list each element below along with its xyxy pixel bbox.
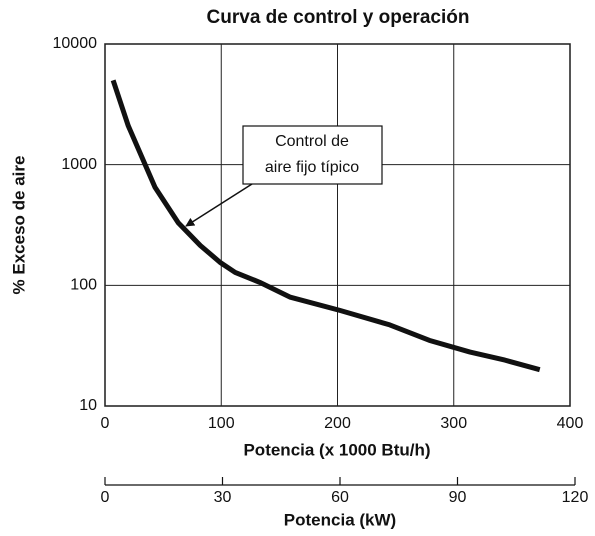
- x2-tick-label: 120: [562, 489, 589, 506]
- y-tick-label: 1000: [61, 156, 97, 173]
- y-tick-label: 10: [79, 397, 97, 414]
- x-tick-label: 300: [440, 415, 467, 432]
- annotation-arrow: [185, 183, 253, 227]
- x-tick-label: 400: [557, 415, 584, 432]
- x2-tick-label: 30: [214, 489, 232, 506]
- data-line: [110, 79, 541, 373]
- chart-title: Curva de control y operación: [207, 7, 470, 28]
- y-axis-label: % Exceso de aire: [9, 156, 28, 295]
- x-tick-label: 200: [324, 415, 351, 432]
- y-tick-label: 10000: [53, 35, 98, 52]
- annotation-box: [242, 125, 383, 185]
- y-tick-label: 100: [70, 277, 97, 294]
- x2-tick-label: 0: [101, 489, 110, 506]
- x2-tick-label: 60: [331, 489, 349, 506]
- x2-axis-label: Potencia (kW): [284, 510, 396, 529]
- x-axis-label: Potencia (x 1000 Btu/h): [243, 440, 430, 459]
- x2-tick-label: 90: [449, 489, 467, 506]
- annotation-text: aire fijo típico: [265, 159, 359, 176]
- x-tick-label: 0: [101, 415, 110, 432]
- x-tick-label: 100: [208, 415, 235, 432]
- annotation-text: Control de: [275, 133, 349, 150]
